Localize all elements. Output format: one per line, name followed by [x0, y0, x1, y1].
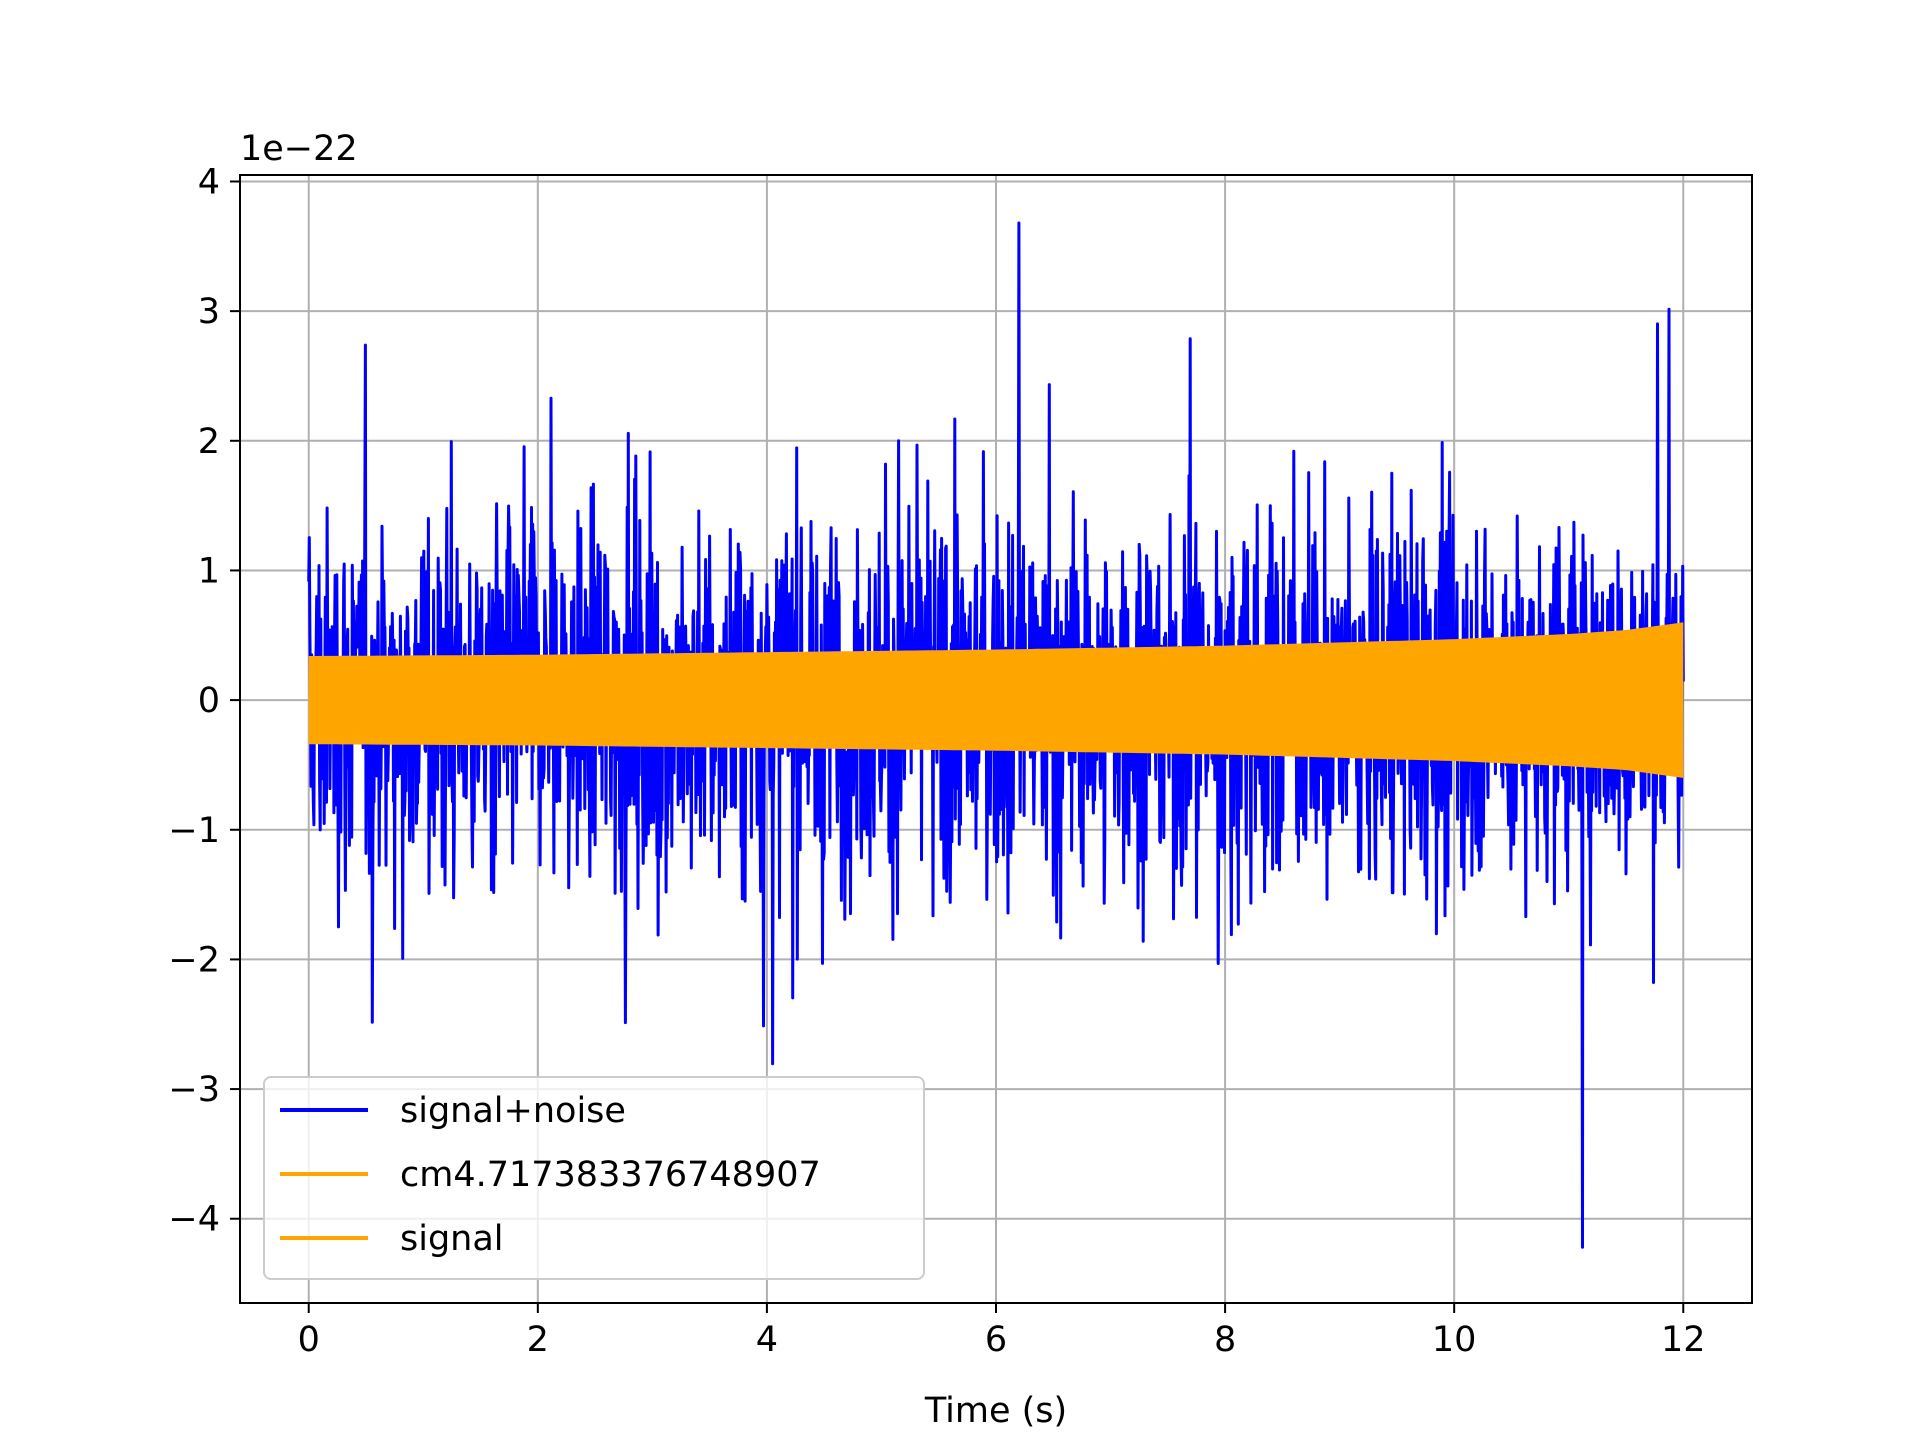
x-axis: 0 2 4 6 8 10 12: [298, 1303, 1706, 1360]
x-tick-label: 12: [1661, 1320, 1706, 1360]
series-signal-band: [308, 622, 1684, 778]
y-tick-label: 0: [198, 681, 220, 721]
y-tick-label: 3: [198, 292, 220, 332]
x-tick-label: 0: [298, 1320, 320, 1360]
legend-box: [263, 1076, 925, 1280]
y-tick-label: 4: [198, 162, 220, 202]
legend-entry-label: signal: [400, 1219, 504, 1259]
y-axis: −4 −3 −2 −1 0 1 2 3 4: [168, 162, 240, 1240]
y-tick-label: −3: [168, 1070, 220, 1110]
x-tick-label: 4: [756, 1320, 778, 1360]
y-tick-label: −4: [168, 1200, 220, 1240]
legend-entry-label: signal+noise: [400, 1091, 626, 1131]
y-offset-label: 1e−22: [240, 129, 358, 169]
x-tick-label: 10: [1432, 1320, 1477, 1360]
legend: signal+noise cm4.717383376748907 signal: [263, 1076, 925, 1280]
y-tick-label: −2: [168, 940, 220, 980]
x-tick-label: 6: [985, 1320, 1007, 1360]
y-tick-label: 2: [198, 422, 220, 462]
y-tick-label: −1: [168, 811, 220, 851]
y-tick-label: 1: [198, 551, 220, 591]
legend-entry-label: cm4.717383376748907: [400, 1155, 821, 1195]
x-axis-label: Time (s): [924, 1391, 1067, 1431]
x-tick-label: 8: [1214, 1320, 1236, 1360]
x-tick-label: 2: [527, 1320, 549, 1360]
